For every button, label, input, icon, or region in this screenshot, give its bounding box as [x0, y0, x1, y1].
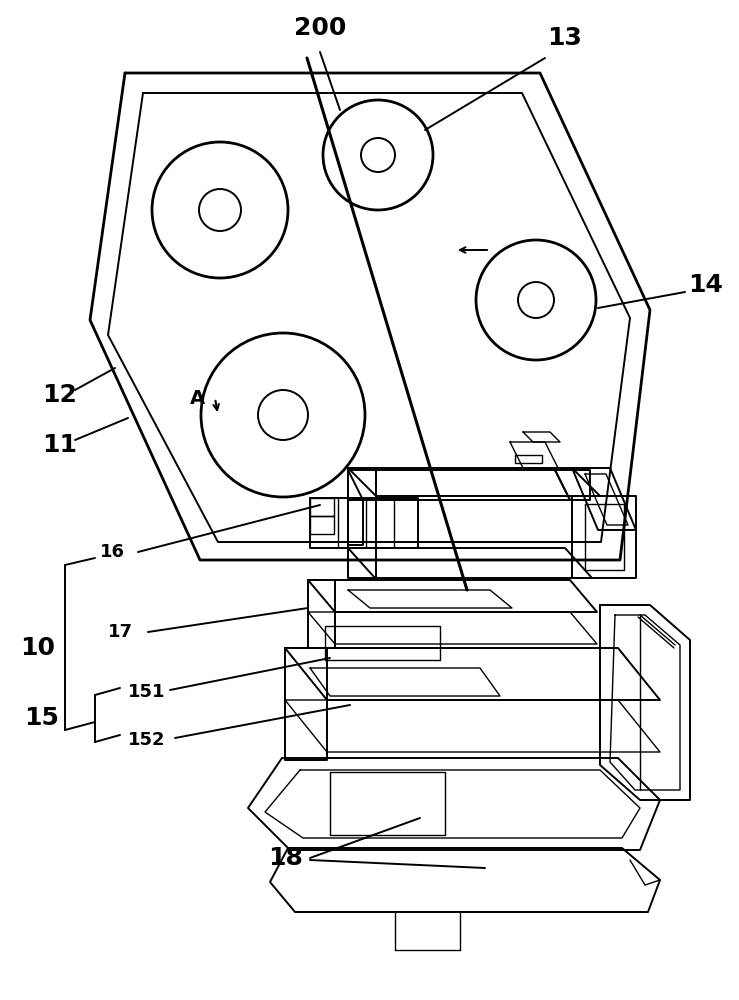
Text: 15: 15 — [24, 706, 59, 730]
Text: 200: 200 — [294, 16, 346, 40]
Text: 18: 18 — [268, 846, 303, 870]
Text: 12: 12 — [42, 383, 77, 407]
Text: 10: 10 — [21, 636, 55, 660]
Text: A: A — [189, 388, 205, 408]
Text: 13: 13 — [548, 26, 582, 50]
Text: 152: 152 — [128, 731, 166, 749]
Text: 16: 16 — [100, 543, 125, 561]
Text: 17: 17 — [108, 623, 133, 641]
Text: 14: 14 — [688, 273, 723, 297]
Text: 151: 151 — [128, 683, 166, 701]
Text: 11: 11 — [42, 433, 77, 457]
